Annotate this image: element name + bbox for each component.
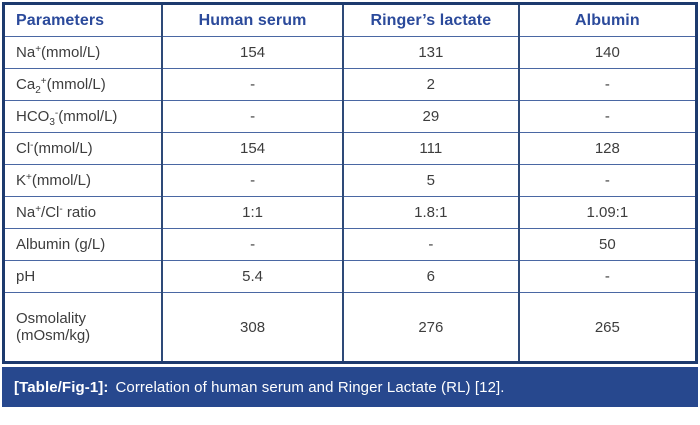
- value-cell: -: [161, 100, 344, 133]
- value-cell: 5.4: [161, 260, 344, 293]
- value-cell: 29: [341, 100, 520, 133]
- parameter-cell: HCO3-(mmol/L): [2, 100, 164, 133]
- value-cell: 154: [161, 36, 344, 69]
- value-cell: 1:1: [161, 196, 344, 229]
- value-cell: 1.8:1: [341, 196, 520, 229]
- table-row: Osmolality (mOsm/kg) 308 276 265: [2, 292, 698, 363]
- value-cell: -: [161, 228, 344, 261]
- column-header-human-serum: Human serum: [161, 3, 344, 37]
- figure-caption-bar: [Table/Fig-1]: Correlation of human seru…: [2, 367, 698, 407]
- value-cell: 128: [517, 132, 698, 165]
- parameters-table: Parameters Human serum Ringer’s lactate …: [2, 2, 698, 364]
- value-cell: -: [341, 228, 520, 261]
- parameter-cell: pH: [2, 260, 164, 293]
- value-cell: -: [517, 260, 698, 293]
- value-cell: 140: [517, 36, 698, 69]
- value-cell: 1.09:1: [517, 196, 698, 229]
- caption-text: Correlation of human serum and Ringer La…: [115, 378, 505, 396]
- table-body: Na+(mmol/L) 154 131 140 Ca2+(mmol/L) -2- HCO3-…: [2, 36, 698, 363]
- value-cell: 111: [341, 132, 520, 165]
- value-cell: 265: [517, 292, 698, 363]
- parameter-cell: Cl-(mmol/L): [2, 132, 164, 165]
- parameter-cell: Na+(mmol/L): [2, 36, 164, 69]
- value-cell: -: [161, 164, 344, 197]
- parameter-cell: K+(mmol/L): [2, 164, 164, 197]
- column-header-albumin: Albumin: [517, 3, 698, 37]
- value-cell: -: [161, 68, 344, 101]
- table-row: Albumin (g/L) - -50: [2, 228, 698, 261]
- column-header-ringers-lactate: Ringer’s lactate: [341, 3, 520, 37]
- value-cell: 276: [341, 292, 520, 363]
- table-row: Cl-(mmol/L) 154 111 128: [2, 132, 698, 165]
- table-row: pH 5.4 6-: [2, 260, 698, 293]
- caption-label: [Table/Fig-1]:: [14, 378, 109, 396]
- parameter-cell: Albumin (g/L): [2, 228, 164, 261]
- value-cell: -: [517, 164, 698, 197]
- value-cell: 2: [341, 68, 520, 101]
- table-row: Na+(mmol/L) 154 131 140: [2, 36, 698, 69]
- value-cell: 308: [161, 292, 344, 363]
- column-header-parameters: Parameters: [2, 3, 164, 37]
- table-row: K+(mmol/L) -5-: [2, 164, 698, 197]
- value-cell: 131: [341, 36, 520, 69]
- parameter-cell: Osmolality (mOsm/kg): [2, 292, 164, 363]
- value-cell: 154: [161, 132, 344, 165]
- parameter-cell: Ca2+(mmol/L): [2, 68, 164, 101]
- value-cell: 5: [341, 164, 520, 197]
- value-cell: -: [517, 100, 698, 133]
- table-row: HCO3-(mmol/L) -29-: [2, 100, 698, 133]
- value-cell: 6: [341, 260, 520, 293]
- parameter-cell: Na+/Cl- ratio: [2, 196, 164, 229]
- table-row: Ca2+(mmol/L) -2-: [2, 68, 698, 101]
- value-cell: -: [517, 68, 698, 101]
- header-row: Parameters Human serum Ringer’s lactate …: [2, 3, 698, 37]
- table-row: Na+/Cl- ratio 1:1 1.8:1 1.09:1: [2, 196, 698, 229]
- value-cell: 50: [517, 228, 698, 261]
